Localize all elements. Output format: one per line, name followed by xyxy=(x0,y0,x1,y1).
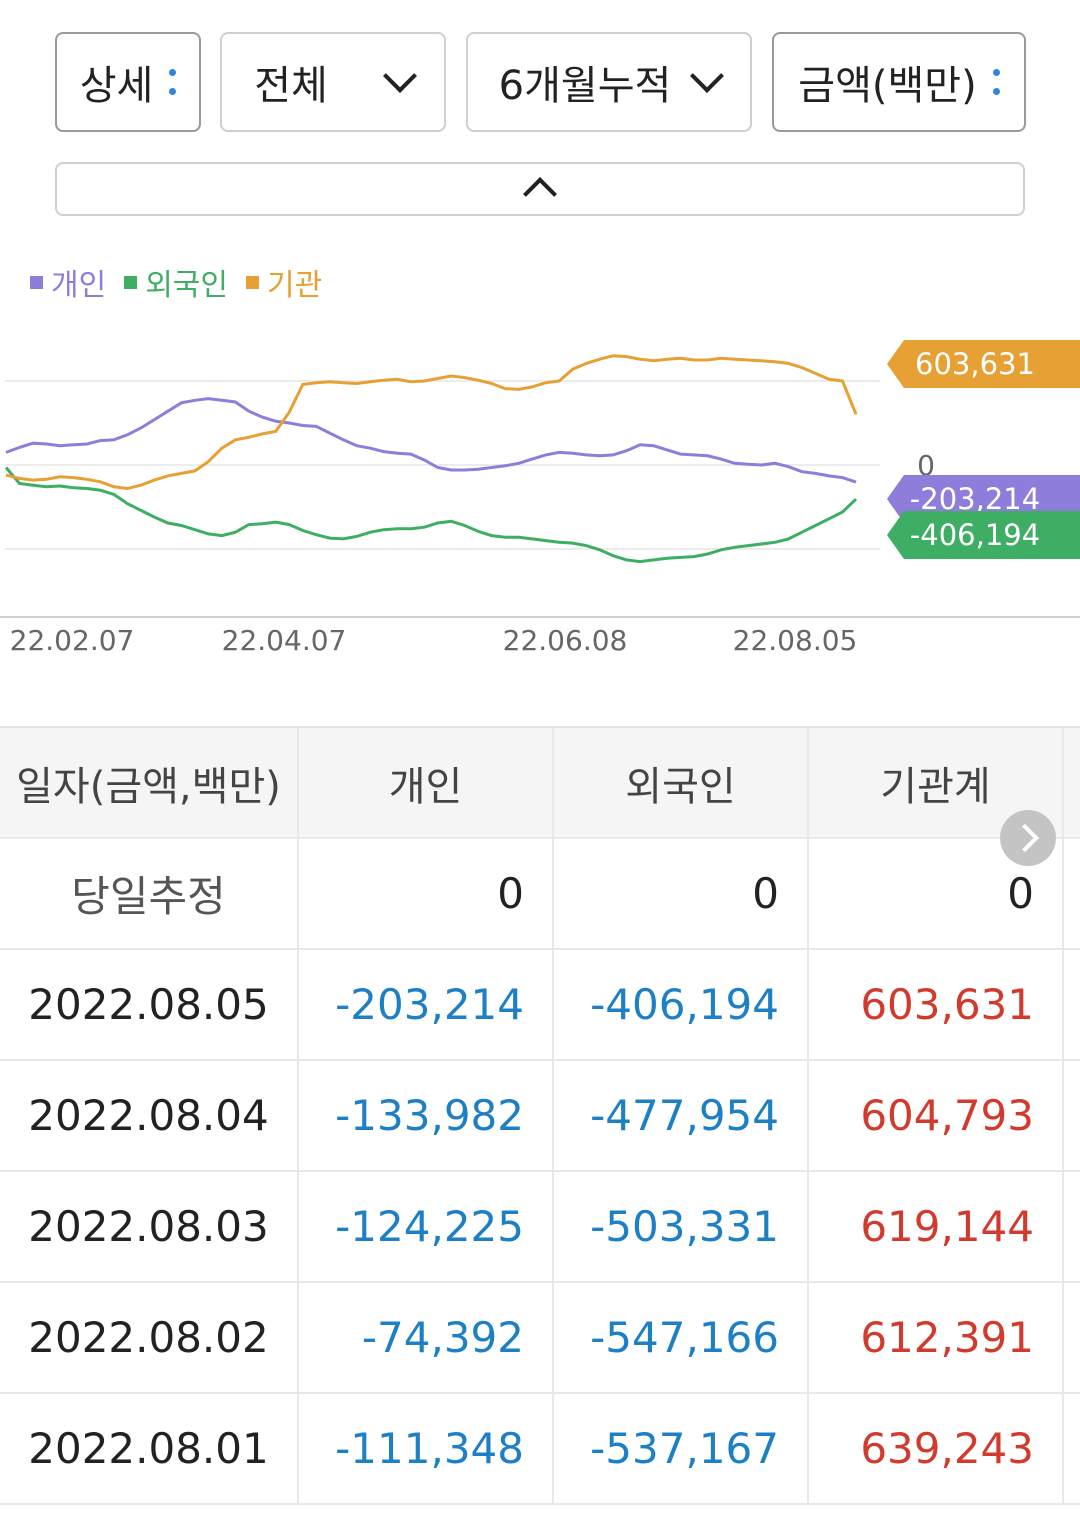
cell-institution: 612,391 xyxy=(809,1283,1064,1392)
more-vertical-icon xyxy=(169,69,177,95)
cell-foreign: -503,331 xyxy=(554,1172,809,1281)
table-row[interactable]: 당일추정 0 0 0 xyxy=(0,839,1080,950)
unit-menu-button[interactable]: 금액(백만) xyxy=(772,32,1026,132)
cell-institution: 639,243 xyxy=(809,1394,1064,1503)
cell-individual: 0 xyxy=(299,839,554,948)
header-foreign: 외국인 xyxy=(554,728,809,837)
cell-institution: 603,631 xyxy=(809,950,1064,1059)
chart-legend: 개인 외국인 기관 xyxy=(30,260,322,304)
table-row[interactable]: 2022.08.04 -133,982 -477,954 604,793 xyxy=(0,1061,1080,1172)
period-label: 6개월누적 xyxy=(498,63,672,109)
cell-individual: -74,392 xyxy=(299,1283,554,1392)
cell-individual: -133,982 xyxy=(299,1061,554,1170)
cell-individual: -203,214 xyxy=(299,950,554,1059)
cell-date: 2022.08.01 xyxy=(0,1394,299,1503)
series-lines xyxy=(4,354,858,564)
more-vertical-icon xyxy=(992,69,1000,95)
cell-date: 2022.08.03 xyxy=(0,1172,299,1281)
header-institution: 기관계 xyxy=(809,728,1064,837)
legend-label-individual: 개인 xyxy=(51,268,107,303)
header-individual: 개인 xyxy=(299,728,554,837)
legend-item-foreign: 외국인 xyxy=(124,260,228,304)
cell-date: 2022.08.05 xyxy=(0,950,299,1059)
collapse-toggle-button[interactable] xyxy=(55,162,1025,216)
cell-institution: 619,144 xyxy=(809,1172,1064,1281)
cell-date: 2022.08.02 xyxy=(0,1283,299,1392)
chevron-down-icon xyxy=(690,59,725,93)
last-value-flag-foreign: -406,194 xyxy=(887,511,1080,559)
cell-foreign: -547,166 xyxy=(554,1283,809,1392)
x-tick-label: 22.02.07 xyxy=(10,624,135,657)
cell-date: 당일추정 xyxy=(0,839,299,948)
series-line-institution xyxy=(5,354,858,491)
chevron-up-icon xyxy=(523,177,557,211)
cell-institution: 604,793 xyxy=(809,1061,1064,1170)
cell-date: 2022.08.04 xyxy=(0,1061,299,1170)
y-zero-label: 0 xyxy=(917,449,935,482)
header-date: 일자(금액,백만) xyxy=(0,728,299,837)
cell-foreign: -537,167 xyxy=(554,1394,809,1503)
cell-individual: -124,225 xyxy=(299,1172,554,1281)
cell-foreign: -477,954 xyxy=(554,1061,809,1170)
last-value-flag-institution: 603,631 xyxy=(887,340,1080,388)
legend-label-foreign: 외국인 xyxy=(145,268,229,303)
filter-bar: 상세 전체 6개월누적 금액(백만) xyxy=(0,0,1080,140)
table-header: 일자(금액,백만) 개인 외국인 기관계 xyxy=(0,728,1080,839)
legend-item-institution: 기관 xyxy=(246,260,322,304)
cell-individual: -111,348 xyxy=(299,1394,554,1503)
cell-foreign: -406,194 xyxy=(554,950,809,1059)
table-row[interactable]: 2022.08.03 -124,225 -503,331 619,144 xyxy=(0,1172,1080,1283)
detail-label: 상세 xyxy=(79,63,154,109)
table-row[interactable]: 2022.08.01 -111,348 -537,167 639,243 xyxy=(0,1394,1080,1505)
investor-table: 일자(금액,백만) 개인 외국인 기관계 당일추정 0 0 0 2022.08.05 -2… xyxy=(0,726,1080,1505)
legend-item-individual: 개인 xyxy=(30,260,106,304)
cell-institution: 0 xyxy=(809,839,1064,948)
series-line-individual xyxy=(5,397,857,484)
chevron-right-icon xyxy=(1010,823,1040,853)
legend-label-institution: 기관 xyxy=(267,268,323,303)
cell-foreign: 0 xyxy=(554,839,809,948)
investor-trend-chart: 0 603,631 -203,214-406,194 22.02.07 22.04.… xyxy=(0,340,1080,657)
table-row[interactable]: 2022.08.05 -203,214 -406,194 603,631 xyxy=(0,950,1080,1061)
series-line-foreign xyxy=(4,466,858,564)
last-value-flags: 603,631 -203,214-406,194 xyxy=(887,340,1080,559)
last-value-label: -203,214 xyxy=(910,482,1040,516)
detail-menu-button[interactable]: 상세 xyxy=(55,32,201,132)
scope-label: 전체 xyxy=(254,63,328,109)
last-value-label: 603,631 xyxy=(915,347,1035,381)
x-tick-labels: 22.02.07 22.04.07 22.06.08 22.08.05 xyxy=(10,624,858,657)
table-body: 당일추정 0 0 0 2022.08.05 -203,214 -406,194 603,631… xyxy=(0,839,1080,1505)
period-dropdown[interactable]: 6개월누적 xyxy=(466,32,752,132)
x-tick-label: 22.08.05 xyxy=(733,624,858,657)
unit-label: 금액(백만) xyxy=(798,63,977,109)
table-row[interactable]: 2022.08.02 -74,392 -547,166 612,391 xyxy=(0,1283,1080,1394)
scroll-right-button[interactable] xyxy=(1000,810,1056,866)
x-tick-label: 22.06.08 xyxy=(503,624,628,657)
scope-dropdown[interactable]: 전체 xyxy=(220,32,446,132)
last-value-label: -406,194 xyxy=(910,518,1040,552)
chevron-down-icon xyxy=(382,59,417,93)
x-tick-label: 22.04.07 xyxy=(222,624,347,657)
